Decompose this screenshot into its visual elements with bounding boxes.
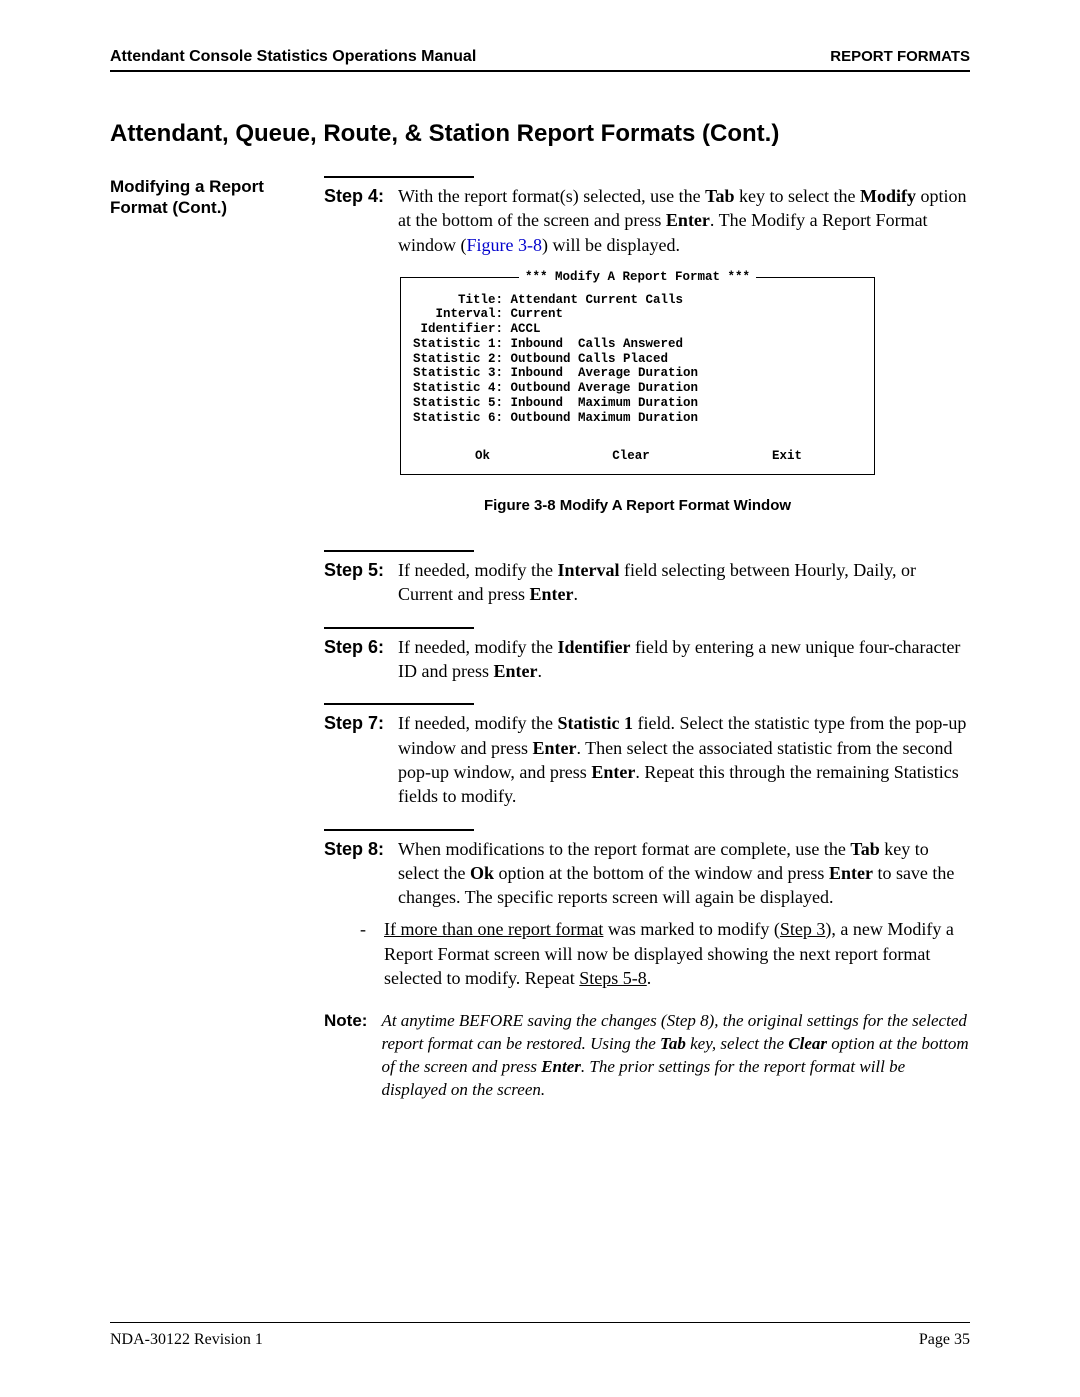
- text: .: [537, 661, 542, 681]
- field-row: Statistic 2: Outbound Calls Placed: [413, 352, 862, 367]
- running-header: Attendant Console Statistics Operations …: [110, 48, 970, 72]
- step-body: If needed, modify the Statistic 1 field.…: [398, 711, 970, 808]
- field-row: Statistic 4: Outbound Average Duration: [413, 381, 862, 396]
- step-4: Step 4: With the report format(s) select…: [324, 176, 970, 257]
- bold-enter: Enter: [529, 584, 573, 604]
- footer-left: NDA-30122 Revision 1: [110, 1331, 263, 1349]
- step-body: When modifications to the report format …: [398, 837, 970, 910]
- bold-ok: Ok: [470, 863, 494, 883]
- bold-modify: Modify: [860, 186, 916, 206]
- bold-enter: Enter: [532, 738, 576, 758]
- text: option at the bottom of the window and p…: [494, 863, 829, 883]
- field-row: Title: Attendant Current Calls: [413, 293, 862, 308]
- field-row: Identifier: ACCL: [413, 322, 862, 337]
- bold-enter: Enter: [541, 1057, 581, 1076]
- figure-reference-link[interactable]: Figure 3-8: [467, 235, 543, 255]
- text: ) will be displayed.: [542, 235, 680, 255]
- page-footer: NDA-30122 Revision 1 Page 35: [110, 1322, 970, 1349]
- step-7: Step 7: If needed, modify the Statistic …: [324, 703, 970, 808]
- bold-tab: Tab: [660, 1034, 686, 1053]
- step-body: If needed, modify the Identifier field b…: [398, 635, 970, 684]
- text: .: [647, 968, 652, 988]
- text: key to select the: [735, 186, 860, 206]
- bold-enter: Enter: [666, 210, 710, 230]
- field-row: Statistic 6: Outbound Maximum Duration: [413, 411, 862, 426]
- step-rule: [324, 627, 474, 629]
- text: was marked to modify (: [603, 919, 779, 939]
- sub-body: If more than one report format was marke…: [384, 917, 970, 990]
- text: With the report format(s) selected, use …: [398, 186, 705, 206]
- step-rule: [324, 703, 474, 705]
- step-body: If needed, modify the Interval field sel…: [398, 558, 970, 607]
- window-fields: Title: Attendant Current Calls Interval:…: [413, 293, 862, 426]
- text: When modifications to the report format …: [398, 839, 850, 859]
- field-row: Statistic 1: Inbound Calls Answered: [413, 337, 862, 352]
- text: If needed, modify the: [398, 560, 557, 580]
- step-rule: [324, 550, 474, 552]
- ok-option: Ok: [475, 449, 490, 464]
- dash: -: [360, 917, 374, 990]
- bold-enter: Enter: [493, 661, 537, 681]
- exit-option: Exit: [772, 449, 802, 464]
- bold-statistic-1: Statistic 1: [557, 713, 633, 733]
- figure-caption: Figure 3-8 Modify A Report Format Window: [400, 497, 875, 514]
- step-label: Step 7:: [324, 711, 388, 808]
- step-rule: [324, 176, 474, 178]
- bold-clear: Clear: [788, 1034, 827, 1053]
- step-6: Step 6: If needed, modify the Identifier…: [324, 627, 970, 684]
- bold-enter: Enter: [829, 863, 873, 883]
- note-body: At anytime BEFORE saving the changes (St…: [381, 1010, 970, 1102]
- clear-option: Clear: [612, 449, 650, 464]
- header-right: REPORT FORMATS: [830, 48, 970, 65]
- note-label: Note:: [324, 1010, 367, 1102]
- underline-text: If more than one report format: [384, 919, 603, 939]
- header-left: Attendant Console Statistics Operations …: [110, 48, 476, 66]
- side-heading: Modifying a Report Format (Cont.): [110, 176, 300, 219]
- steps-5-8-link: Steps 5-8: [579, 968, 647, 988]
- bold-tab: Tab: [705, 186, 734, 206]
- window-actions: Ok Clear Exit: [413, 425, 862, 464]
- text: If needed, modify the: [398, 713, 557, 733]
- field-row: Interval: Current: [413, 307, 862, 322]
- bold-enter: Enter: [591, 762, 635, 782]
- step-8: Step 8: When modifications to the report…: [324, 829, 970, 991]
- step-label: Step 8:: [324, 837, 388, 910]
- step-5: Step 5: If needed, modify the Interval f…: [324, 550, 970, 607]
- step-3-link: Step 3: [780, 919, 826, 939]
- bold-identifier: Identifier: [557, 637, 630, 657]
- text: If needed, modify the: [398, 637, 557, 657]
- note: Note: At anytime BEFORE saving the chang…: [324, 1010, 970, 1102]
- step-8-sub: - If more than one report format was mar…: [360, 917, 970, 990]
- field-row: Statistic 5: Inbound Maximum Duration: [413, 396, 862, 411]
- text: key, select the: [686, 1034, 788, 1053]
- section-title: Attendant, Queue, Route, & Station Repor…: [110, 120, 970, 148]
- text: .: [573, 584, 578, 604]
- step-label: Step 5:: [324, 558, 388, 607]
- field-row: Statistic 3: Inbound Average Duration: [413, 366, 862, 381]
- figure-3-8: *** Modify A Report Format *** Title: At…: [400, 277, 970, 475]
- modify-report-format-window: *** Modify A Report Format *** Title: At…: [400, 277, 875, 475]
- step-body: With the report format(s) selected, use …: [398, 184, 970, 257]
- window-banner: *** Modify A Report Format ***: [519, 270, 756, 285]
- footer-right: Page 35: [919, 1331, 970, 1349]
- step-rule: [324, 829, 474, 831]
- step-label: Step 4:: [324, 184, 388, 257]
- step-label: Step 6:: [324, 635, 388, 684]
- bold-interval: Interval: [557, 560, 619, 580]
- bold-tab: Tab: [850, 839, 879, 859]
